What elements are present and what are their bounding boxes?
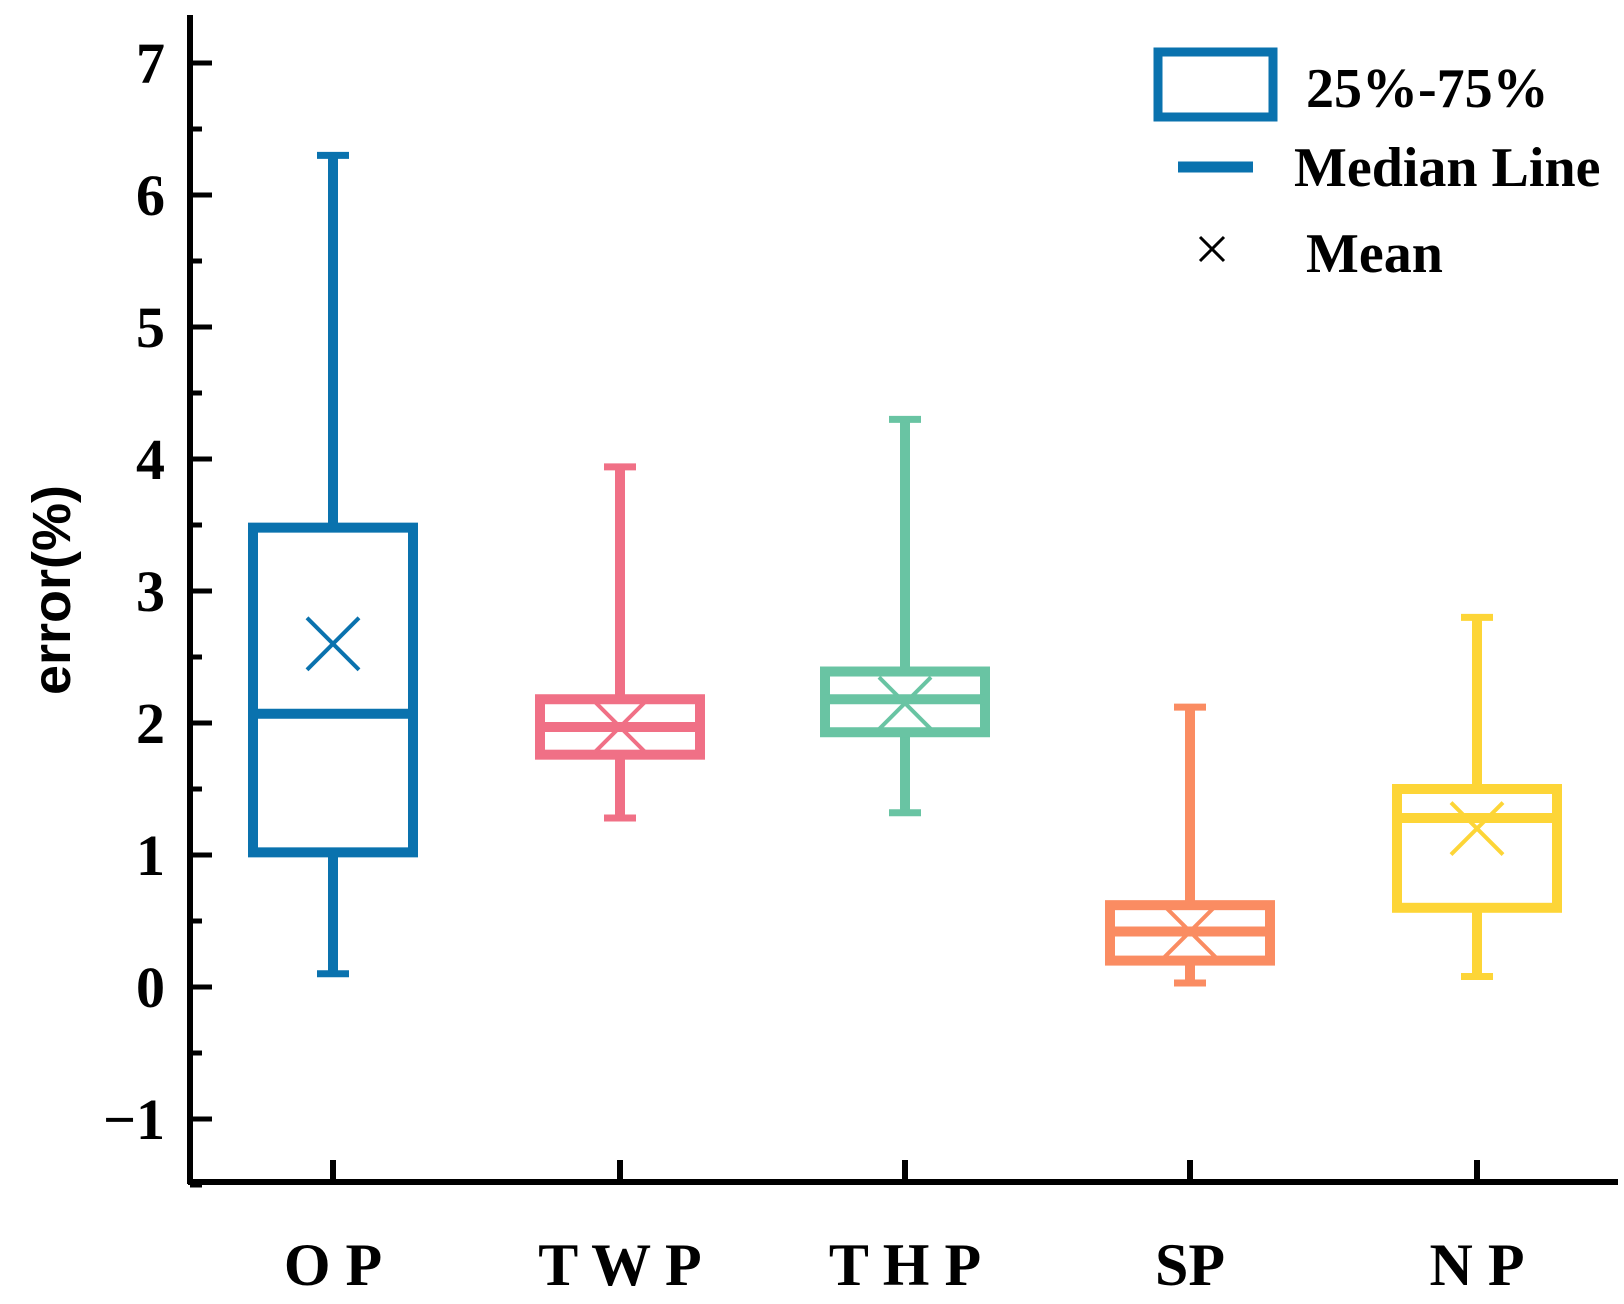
legend-entry-mean: Mean <box>1198 223 1443 285</box>
x-tick-label: N P <box>1430 1232 1525 1298</box>
mean-marker <box>592 699 648 755</box>
mean-marker <box>1449 801 1505 857</box>
x-tick-label: T W P <box>538 1232 701 1298</box>
legend: 25%-75% Median Line Mean <box>1153 47 1600 285</box>
legend-box-symbol <box>1153 47 1278 122</box>
iqr-box <box>1392 784 1562 913</box>
legend-entry-box: 25%-75% <box>1153 47 1549 122</box>
box-4 <box>1105 703 1275 987</box>
x-tick-label: T H P <box>829 1232 981 1298</box>
legend-label: 25%-75% <box>1306 58 1549 120</box>
y-tick-label: −1 <box>103 1087 165 1152</box>
y-tick-label: 2 <box>136 691 165 756</box>
mean-marker <box>305 616 361 672</box>
box-2 <box>535 463 705 822</box>
y-axis-label: error(%) <box>22 485 82 695</box>
x-axis-ticks: O P T W P T H P SP N P <box>284 1160 1525 1298</box>
iqr-box <box>248 522 418 858</box>
box-1 <box>248 151 418 978</box>
y-tick-label: 6 <box>136 163 165 228</box>
legend-label: Median Line <box>1294 137 1600 199</box>
y-axis-ticks: −1 0 1 2 3 4 5 6 7 <box>103 31 212 1188</box>
box-5 <box>1392 613 1562 980</box>
y-tick-label: 7 <box>136 31 165 96</box>
y-tick-label: 0 <box>136 955 165 1020</box>
mean-marker <box>877 675 933 731</box>
y-tick-label: 5 <box>136 295 165 360</box>
y-tick-label: 4 <box>136 427 165 492</box>
x-tick-label: O P <box>284 1232 382 1298</box>
mean-marker <box>1162 904 1218 959</box>
legend-label: Mean <box>1306 223 1443 285</box>
box-series <box>248 151 1562 987</box>
y-tick-label: 1 <box>136 823 165 888</box>
x-tick-label: SP <box>1155 1232 1225 1298</box>
legend-entry-median: Median Line <box>1178 137 1600 199</box>
y-tick-label: 3 <box>136 559 165 624</box>
box-3 <box>820 415 990 817</box>
legend-cross-symbol <box>1198 235 1226 263</box>
